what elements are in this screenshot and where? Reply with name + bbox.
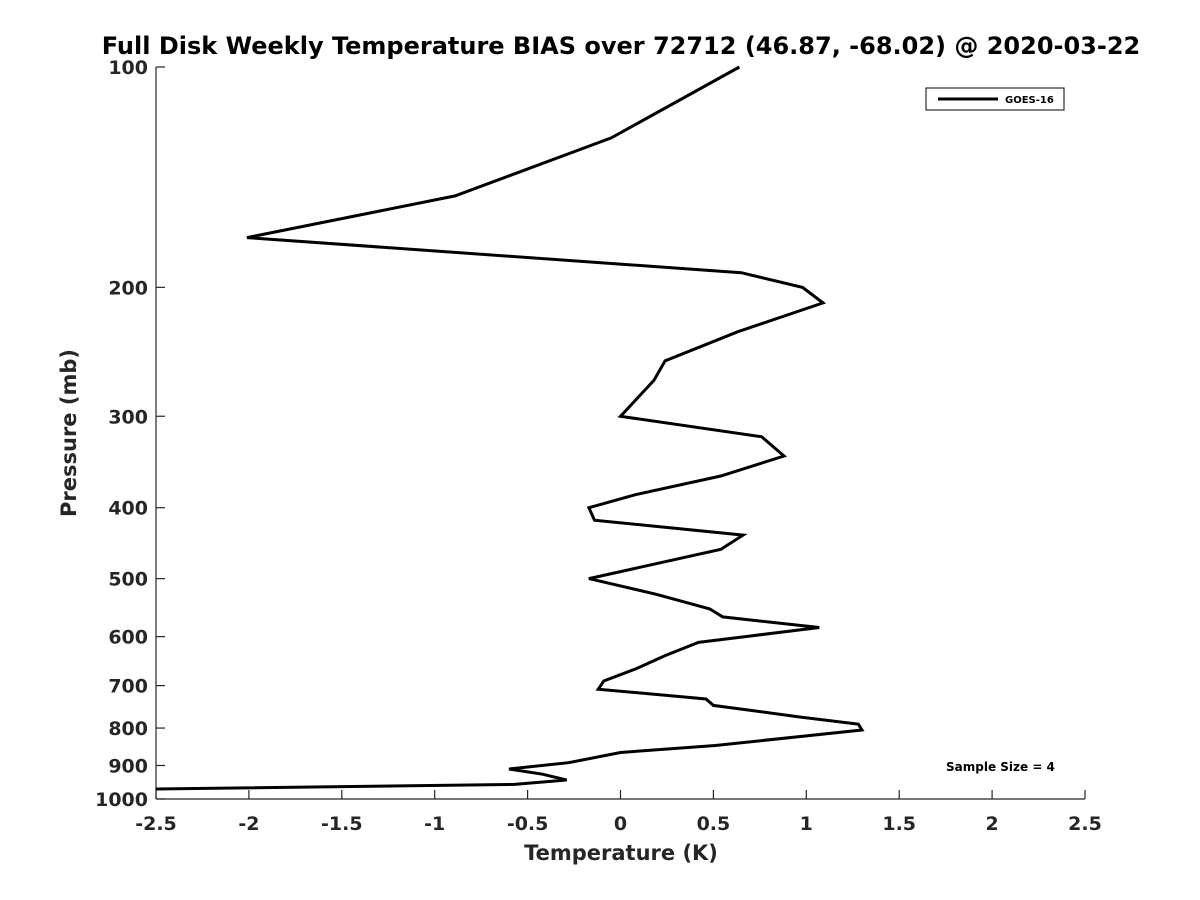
- legend-entry-goes-16: GOES-16: [1005, 95, 1054, 106]
- x-tick-label: 0.5: [697, 813, 731, 835]
- x-tick-label: -1: [424, 813, 445, 835]
- plot-area: [156, 67, 1085, 799]
- x-tick-label: 2: [985, 813, 998, 835]
- x-tick-label: -1.5: [321, 813, 363, 835]
- x-axis-label: Temperature (K): [524, 841, 718, 865]
- x-tick-label: -2: [238, 813, 259, 835]
- y-tick-label: 400: [108, 498, 148, 520]
- chart-title: Full Disk Weekly Temperature BIAS over 7…: [102, 32, 1141, 60]
- x-tick-label: 1: [800, 813, 813, 835]
- x-tick-label: 2.5: [1068, 813, 1102, 835]
- y-tick-label: 200: [108, 277, 148, 299]
- y-tick-label: 700: [108, 676, 148, 698]
- y-axis-label: Pressure (mb): [57, 349, 81, 517]
- x-tick-label: -2.5: [135, 813, 177, 835]
- y-tick-label: 900: [108, 756, 148, 778]
- y-tick-label: 300: [108, 406, 148, 428]
- y-tick-label: 1000: [95, 789, 148, 811]
- sample-size-annotation: Sample Size = 4: [946, 760, 1055, 774]
- y-tick-label: 600: [108, 627, 148, 649]
- y-tick-label: 100: [108, 57, 148, 79]
- x-axis-ticks: -2.5 -2 -1.5 -1 -0.5 0 0.5 1 1.5 2 2.5: [135, 790, 1102, 835]
- y-tick-label: 800: [108, 718, 148, 740]
- y-axis-ticks: 100 200 300 400 500 600 700 800 900 1000: [95, 57, 165, 811]
- legend: GOES-16: [925, 87, 1065, 111]
- series-line-goes-16: [155, 65, 865, 791]
- x-tick-label: -0.5: [507, 813, 549, 835]
- x-tick-label: 0: [614, 813, 627, 835]
- y-tick-label: 500: [108, 569, 148, 591]
- x-tick-label: 1.5: [882, 813, 916, 835]
